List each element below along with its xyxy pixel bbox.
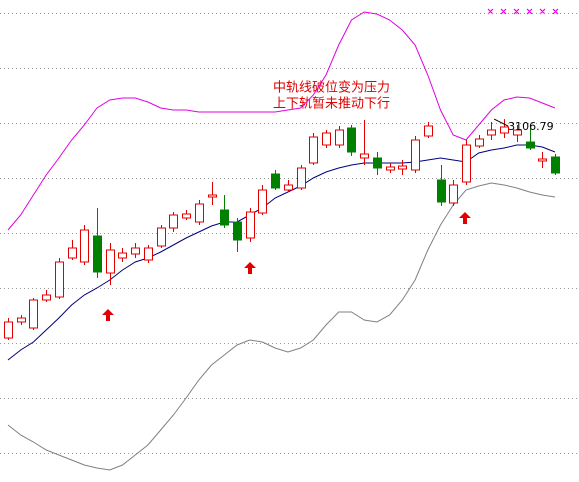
annotation: 上下轨暂未推动下行 bbox=[273, 97, 390, 112]
up-arrow bbox=[102, 309, 114, 321]
candle-body bbox=[258, 189, 267, 214]
up-arrow bbox=[244, 262, 256, 274]
candle-body bbox=[169, 214, 178, 229]
high-label: 3106.79 bbox=[508, 120, 554, 133]
candle-body bbox=[220, 209, 229, 226]
candle-body bbox=[500, 126, 509, 134]
candle-body bbox=[551, 156, 560, 174]
annotation: 中轨线破位变为压力 bbox=[273, 80, 390, 96]
candle-body bbox=[4, 321, 13, 339]
candle-body bbox=[118, 252, 127, 259]
band-upper bbox=[7, 11, 556, 231]
leader-line bbox=[493, 118, 509, 127]
candle-body bbox=[106, 249, 115, 274]
candle-body bbox=[398, 165, 407, 170]
band-middle bbox=[7, 144, 556, 361]
x-icons bbox=[487, 8, 559, 15]
candle-body bbox=[526, 141, 535, 149]
candle-body bbox=[424, 125, 433, 137]
candle-body bbox=[347, 127, 356, 153]
candle-body bbox=[373, 157, 382, 169]
candle-body bbox=[475, 138, 484, 147]
candle-body bbox=[29, 299, 38, 329]
candle-body bbox=[131, 247, 140, 255]
candle-body bbox=[55, 261, 64, 298]
candle-body bbox=[284, 184, 293, 191]
candle-body bbox=[462, 144, 471, 183]
candle-body bbox=[68, 247, 77, 259]
candle-body bbox=[195, 203, 204, 223]
candle-body bbox=[322, 132, 331, 146]
candle-body bbox=[513, 129, 522, 136]
candle-body bbox=[93, 235, 102, 273]
candle-body bbox=[182, 213, 191, 219]
candle-body bbox=[208, 194, 217, 198]
candle-body bbox=[271, 173, 280, 189]
top-icons bbox=[487, 8, 559, 15]
band-lower bbox=[7, 182, 556, 471]
candle-body bbox=[80, 229, 89, 263]
candle-body bbox=[233, 221, 242, 241]
candle-body bbox=[309, 136, 318, 164]
candle-body bbox=[335, 129, 344, 146]
candle-body bbox=[42, 294, 51, 301]
candle-body bbox=[386, 166, 395, 171]
up-arrow bbox=[459, 212, 471, 224]
candle-body bbox=[144, 247, 153, 261]
candle-body bbox=[17, 317, 26, 323]
candle-body bbox=[360, 153, 369, 159]
candle-body bbox=[449, 184, 458, 204]
arrows bbox=[102, 212, 471, 321]
candle-body bbox=[157, 227, 166, 247]
candle-body bbox=[411, 139, 420, 171]
candle-body bbox=[538, 158, 547, 162]
candle-body bbox=[487, 129, 496, 136]
candle-body bbox=[297, 167, 306, 189]
candle-body bbox=[437, 179, 446, 203]
candle-body bbox=[246, 211, 255, 239]
